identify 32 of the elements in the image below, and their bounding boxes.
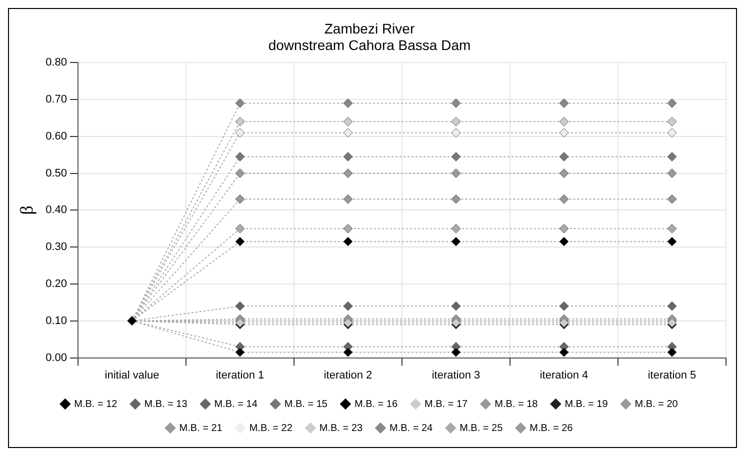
legend-label: M.B. = 12 bbox=[74, 398, 118, 410]
legend-label: M.B. = 17 bbox=[424, 398, 468, 410]
y-tick-label: 0.00 bbox=[46, 352, 68, 364]
legend-label: M.B. = 16 bbox=[354, 398, 398, 410]
legend-label: M.B. = 26 bbox=[530, 422, 574, 434]
legend-label: M.B. = 13 bbox=[144, 398, 188, 410]
y-axis-title: β bbox=[16, 206, 37, 215]
y-tick-label: 0.30 bbox=[46, 241, 68, 254]
x-tick-label: iteration 2 bbox=[324, 369, 372, 382]
legend-label: M.B. = 19 bbox=[564, 398, 608, 410]
y-tick-label: 0.10 bbox=[46, 314, 68, 327]
x-tick-label: iteration 4 bbox=[540, 369, 588, 382]
legend-label: M.B. = 23 bbox=[319, 422, 363, 434]
chart-title: Zambezi River downstream Cahora Bassa Dam bbox=[268, 20, 471, 54]
legend-label: M.B. = 14 bbox=[214, 398, 258, 410]
y-tick-label: 0.40 bbox=[46, 204, 68, 216]
legend-label: M.B. = 15 bbox=[284, 398, 328, 410]
legend-label: M.B. = 25 bbox=[460, 422, 504, 434]
legend-label: M.B. = 21 bbox=[179, 422, 223, 434]
x-tick-label: initial value bbox=[104, 369, 160, 382]
legend-label: M.B. = 18 bbox=[494, 398, 538, 410]
x-tick-label: iteration 1 bbox=[216, 369, 264, 382]
x-tick-label: iteration 5 bbox=[648, 369, 696, 382]
y-tick-label: 0.60 bbox=[46, 130, 68, 142]
y-tick-label: 0.20 bbox=[46, 278, 68, 290]
y-tick-label: 0.70 bbox=[46, 94, 68, 106]
legend-label: M.B. = 22 bbox=[249, 422, 293, 434]
legend-label: M.B. = 20 bbox=[634, 398, 678, 410]
x-tick-label: iteration 3 bbox=[432, 369, 480, 382]
legend-label: M.B. = 24 bbox=[390, 422, 434, 434]
y-tick-label: 0.80 bbox=[46, 56, 68, 69]
y-tick-label: 0.50 bbox=[46, 167, 68, 180]
